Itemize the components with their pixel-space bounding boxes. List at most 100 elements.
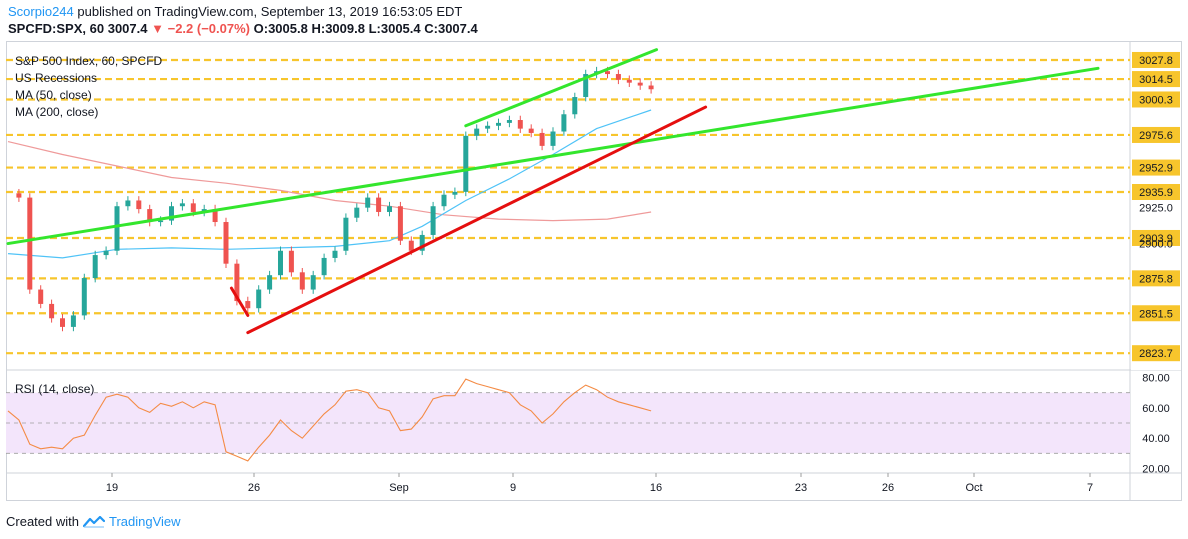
candle-body [376, 197, 382, 212]
trendline-red[interactable] [246, 105, 708, 335]
time-tick-label: 26 [882, 482, 894, 494]
level-label-bg [1132, 71, 1180, 88]
time-tick-label: 7 [1087, 482, 1093, 494]
author-link[interactable]: Scorpio244 [8, 4, 74, 19]
ma200-line [7, 141, 652, 222]
candle-body [38, 289, 44, 304]
candle-body [125, 200, 131, 207]
tick-label-partial: 2900.0 [1139, 239, 1173, 251]
candle-body [49, 303, 55, 319]
candle-body [299, 272, 305, 290]
symbol-label: SPCFD:SPX, 60 [8, 21, 105, 36]
legend-ma200: MA (200, close) [15, 105, 98, 119]
candle-body [528, 128, 534, 133]
candle-body [474, 128, 480, 136]
level-label-bg [1132, 345, 1180, 362]
candle-body [637, 82, 643, 86]
level-label-bg [1132, 229, 1180, 246]
chart-canvas[interactable]: 3027.8 3014.5 3000.3 2975.6 2952.9 2935.9 2903… [6, 41, 1182, 501]
rsi-pane: 80.00 60.00 40.00 20.00 [6, 373, 1170, 475]
candle-body [572, 97, 578, 115]
candle-body [60, 318, 65, 327]
candle-body [539, 132, 545, 146]
close-label: C: [424, 21, 438, 36]
time-tick-label: 9 [510, 482, 516, 494]
level-label: 3000.3 [1139, 94, 1173, 106]
candle-body [343, 217, 349, 251]
level-label: 2903.9 [1139, 233, 1173, 245]
candle-body [223, 222, 229, 264]
candle-body [321, 257, 327, 276]
candle-body [419, 234, 425, 251]
level-label-bg [1132, 305, 1180, 322]
rsi-tick-label: 80.00 [1142, 373, 1170, 385]
trendline-green[interactable] [6, 66, 1100, 246]
legend-ma50: MA (50, close) [15, 88, 92, 102]
published-text: published on TradingView.com, September … [73, 4, 463, 19]
level-label: 2851.5 [1139, 308, 1173, 320]
level-label-bg [1132, 183, 1180, 200]
candle-body [256, 289, 262, 309]
level-label: 3014.5 [1139, 74, 1173, 86]
time-tick-label: 23 [795, 482, 807, 494]
price-axis[interactable]: 3027.8 3014.5 3000.3 2975.6 2952.9 2935.9 2903… [1131, 42, 1181, 370]
ohlc-line: SPCFD:SPX, 60 3007.4 ▼ −2.2 (−0.07%) O:3… [8, 21, 478, 36]
candle-body [288, 250, 294, 273]
candle-body [506, 120, 512, 123]
candle-body [234, 263, 240, 302]
level-label: 2875.8 [1139, 273, 1173, 285]
candle-body [278, 250, 283, 276]
level-label: 3027.8 [1139, 55, 1173, 67]
tradingview-brand-link[interactable]: TradingView [108, 514, 181, 529]
candle-body [179, 203, 185, 207]
candle-body [158, 220, 164, 223]
rsi-line [7, 378, 652, 462]
low-label: L: [368, 21, 381, 36]
candle-body [147, 209, 153, 223]
level-label-bg [1132, 126, 1180, 143]
candle-body [496, 122, 501, 126]
candle-body [648, 85, 654, 90]
footer: Created with TradingView [6, 514, 181, 529]
candle-body [387, 206, 392, 212]
candle-body [81, 278, 87, 316]
tick-label: 2925.0 [1139, 203, 1173, 215]
candle-body [27, 197, 33, 290]
last-price: 3007.4 [107, 21, 148, 36]
open-label: O: [253, 21, 269, 36]
level-label: 2823.7 [1139, 348, 1173, 360]
level-label: 2952.9 [1139, 163, 1173, 175]
ma200-path [7, 141, 652, 222]
candle-body [114, 206, 120, 251]
time-tick-label: Sep [389, 482, 409, 494]
candle-body [136, 200, 142, 210]
candle-body [332, 250, 338, 258]
level-label-bg [1132, 51, 1180, 68]
level-label-bg [1132, 270, 1180, 287]
high-value: 3009.8 [325, 21, 365, 36]
time-axis[interactable]: 19 26 Sep 9 16 23 26 Oct 7 [106, 473, 1093, 494]
candle-body [103, 250, 109, 256]
candle-body [365, 197, 371, 208]
candle-body [583, 74, 589, 98]
candle-body [626, 79, 632, 83]
candle-body [267, 275, 273, 290]
legend-us-recessions: US Recessions [15, 71, 97, 85]
candle-body [550, 131, 556, 146]
high-label: H: [311, 21, 326, 36]
candle-body [615, 74, 621, 80]
candle-body [397, 206, 403, 241]
candle-body [169, 206, 174, 221]
candle-body [190, 203, 196, 212]
rsi-label: RSI (14, close) [15, 382, 94, 396]
close-value: 3007.4 [437, 21, 478, 36]
candle-body [212, 209, 218, 223]
time-tick-label: Oct [965, 482, 982, 494]
candle-body [463, 135, 469, 192]
trendline-green[interactable] [464, 48, 659, 128]
candle-body [92, 255, 98, 279]
trendline-red[interactable] [229, 286, 250, 317]
trendlines[interactable] [6, 48, 1100, 335]
candle-body [354, 207, 360, 218]
candle-body [452, 191, 458, 195]
